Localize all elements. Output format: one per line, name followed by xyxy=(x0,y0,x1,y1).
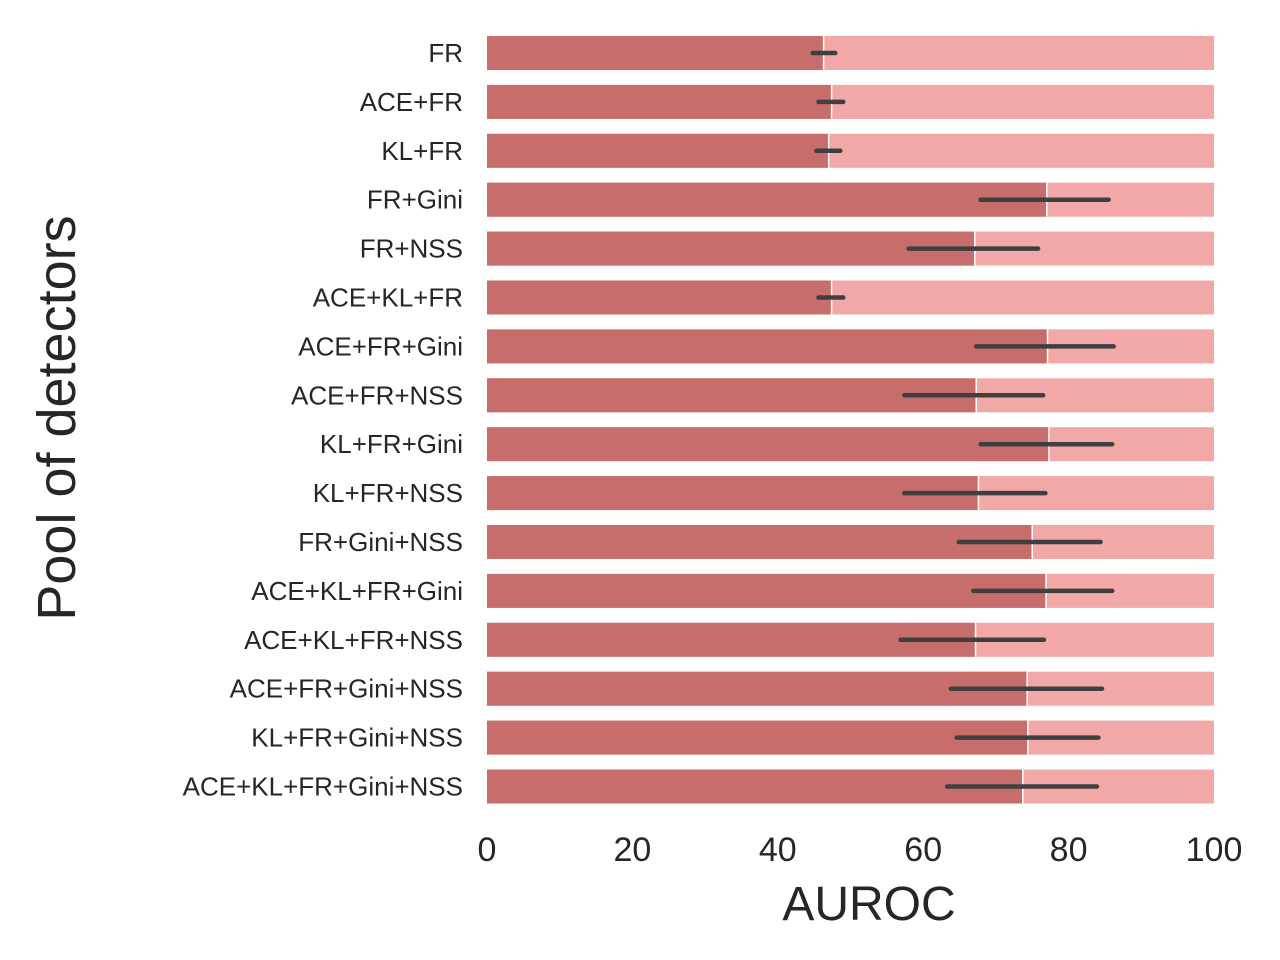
error-bars xyxy=(810,50,1116,789)
value-bar xyxy=(487,36,824,70)
value-bar xyxy=(487,231,975,266)
category-label: ACE+KL+FR+Gini+NSS xyxy=(183,772,463,802)
value-bar xyxy=(487,280,832,315)
value-bar xyxy=(487,133,829,168)
value-bar xyxy=(487,427,1049,462)
category-label: ACE+FR+NSS xyxy=(291,380,463,410)
x-tick-label: 20 xyxy=(613,831,651,869)
category-label: KL+FR+Gini+NSS xyxy=(251,723,463,753)
value-bar xyxy=(487,329,1048,364)
category-labels: FR ACE+FR KL+FR FR+Gini FR+NSS ACE+KL+FR ACE+F… xyxy=(183,38,463,802)
value-bar xyxy=(487,525,1033,559)
x-tick-label: 40 xyxy=(759,831,797,869)
value-bar xyxy=(487,622,976,657)
value-bar xyxy=(487,84,832,119)
x-tick-label: 60 xyxy=(904,831,942,869)
category-label: KL+FR+Gini xyxy=(320,429,463,459)
value-bar xyxy=(487,182,1047,217)
value-bar xyxy=(487,573,1047,608)
category-label: ACE+KL+FR+Gini xyxy=(251,576,463,606)
category-label: ACE+FR xyxy=(360,87,463,117)
category-label: ACE+FR+Gini+NSS xyxy=(230,674,463,704)
x-axis-title: AUROC xyxy=(782,878,955,931)
category-label: FR xyxy=(428,38,463,68)
category-label: FR+Gini xyxy=(367,185,463,215)
value-bar xyxy=(487,378,977,413)
value-bar xyxy=(487,769,1023,804)
category-label: ACE+KL+FR+NSS xyxy=(244,625,463,655)
category-label: ACE+FR+Gini xyxy=(298,331,463,361)
value-bar xyxy=(487,720,1028,755)
value-bars xyxy=(487,36,1050,804)
x-tick-labels: 0 20 40 60 80 100 xyxy=(478,831,1243,869)
x-tick-label: 100 xyxy=(1186,831,1243,869)
value-bar xyxy=(487,476,979,511)
value-bar xyxy=(487,671,1028,706)
category-label: FR+Gini+NSS xyxy=(298,527,463,557)
category-label: KL+FR xyxy=(381,136,463,166)
x-tick-label: 80 xyxy=(1050,831,1088,869)
category-label: FR+NSS xyxy=(360,234,463,264)
category-label: KL+FR+NSS xyxy=(313,478,463,508)
y-axis-title: Pool of detectors xyxy=(27,215,87,620)
category-label: ACE+KL+FR xyxy=(313,283,463,313)
x-tick-label: 0 xyxy=(478,831,497,869)
